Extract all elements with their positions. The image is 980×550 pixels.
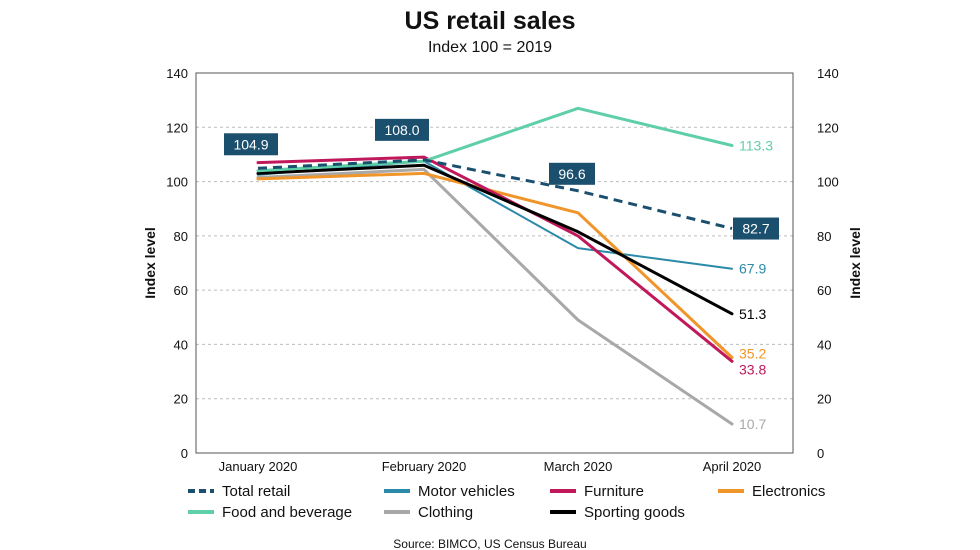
series-line-food-and-beverage bbox=[256, 106, 734, 173]
y-tick-right: 40 bbox=[817, 337, 831, 352]
end-label-furniture: 33.8 bbox=[739, 361, 766, 377]
legend-label-food-and-beverage: Food and beverage bbox=[222, 504, 352, 521]
callout-box bbox=[549, 162, 595, 185]
x-tick-label: April 2020 bbox=[703, 459, 762, 474]
series-line-total-retail bbox=[257, 158, 733, 230]
callout-label: 82.7 bbox=[742, 221, 769, 237]
callout-box bbox=[375, 118, 429, 141]
legend: Total retail Motor vehicles Furniture Elect… bbox=[188, 483, 825, 521]
callout-box bbox=[224, 133, 278, 156]
chart-subtitle: Index 100 = 2019 bbox=[428, 39, 552, 56]
y-tick-left: 60 bbox=[174, 283, 188, 298]
legend-label-sporting-goods: Sporting goods bbox=[584, 504, 685, 521]
y-tick-left: 80 bbox=[174, 229, 188, 244]
y-tick-right: 80 bbox=[817, 229, 831, 244]
x-tick-label: March 2020 bbox=[544, 459, 613, 474]
plot-frame bbox=[195, 72, 794, 454]
end-label-electronics: 35.2 bbox=[739, 345, 766, 361]
legend-label-electronics: Electronics bbox=[752, 483, 825, 500]
y-tick-left: 140 bbox=[166, 66, 188, 81]
series-line-clothing bbox=[256, 167, 734, 426]
legend-label-motor-vehicles: Motor vehicles bbox=[418, 483, 515, 500]
y-tick-right: 0 bbox=[817, 446, 824, 461]
series-line-sporting-goods bbox=[256, 163, 734, 316]
end-label-sporting-goods: 51.3 bbox=[739, 306, 766, 322]
source-note: Source: BIMCO, US Census Bureau bbox=[393, 537, 586, 550]
y-tick-right: 100 bbox=[817, 175, 839, 190]
series-line-furniture bbox=[256, 155, 734, 363]
legend-label-furniture: Furniture bbox=[584, 483, 644, 500]
series-line-electronics bbox=[256, 171, 734, 359]
y-tick-right: 60 bbox=[817, 283, 831, 298]
end-label-food-and-beverage: 113.3 bbox=[739, 137, 773, 153]
series-lines bbox=[256, 106, 734, 426]
axes: 0 0 20 20 40 40 60 60 80 80 100 100 120 120 140 140 Janu… bbox=[166, 66, 838, 474]
x-tick-label: January 2020 bbox=[219, 459, 298, 474]
callout-label: 96.6 bbox=[558, 166, 585, 182]
y-tick-right: 140 bbox=[817, 66, 839, 81]
callout-label: 104.9 bbox=[233, 136, 268, 152]
end-label-motor-vehicles: 67.9 bbox=[739, 261, 766, 277]
legend-label-clothing: Clothing bbox=[418, 504, 473, 521]
y-tick-right: 120 bbox=[817, 120, 839, 135]
y-tick-left: 100 bbox=[166, 175, 188, 190]
y-axis-label-left: Index level bbox=[142, 227, 158, 299]
data-labels: 104.9 108.0 96.6 82.7 113.3 67.9 51.3 35.233.8 1… bbox=[224, 118, 779, 432]
callout-box bbox=[733, 217, 779, 240]
y-axis-label-right: Index level bbox=[847, 227, 863, 299]
y-tick-left: 0 bbox=[181, 446, 188, 461]
legend-label-total-retail: Total retail bbox=[222, 483, 290, 500]
y-tick-left: 20 bbox=[174, 392, 188, 407]
y-tick-right: 20 bbox=[817, 392, 831, 407]
y-tick-left: 40 bbox=[174, 337, 188, 352]
y-tick-left: 120 bbox=[166, 120, 188, 135]
chart-title: US retail sales bbox=[405, 7, 576, 35]
end-label-clothing: 10.7 bbox=[739, 416, 766, 432]
callout-label: 108.0 bbox=[384, 122, 419, 138]
x-tick-label: February 2020 bbox=[382, 459, 467, 474]
